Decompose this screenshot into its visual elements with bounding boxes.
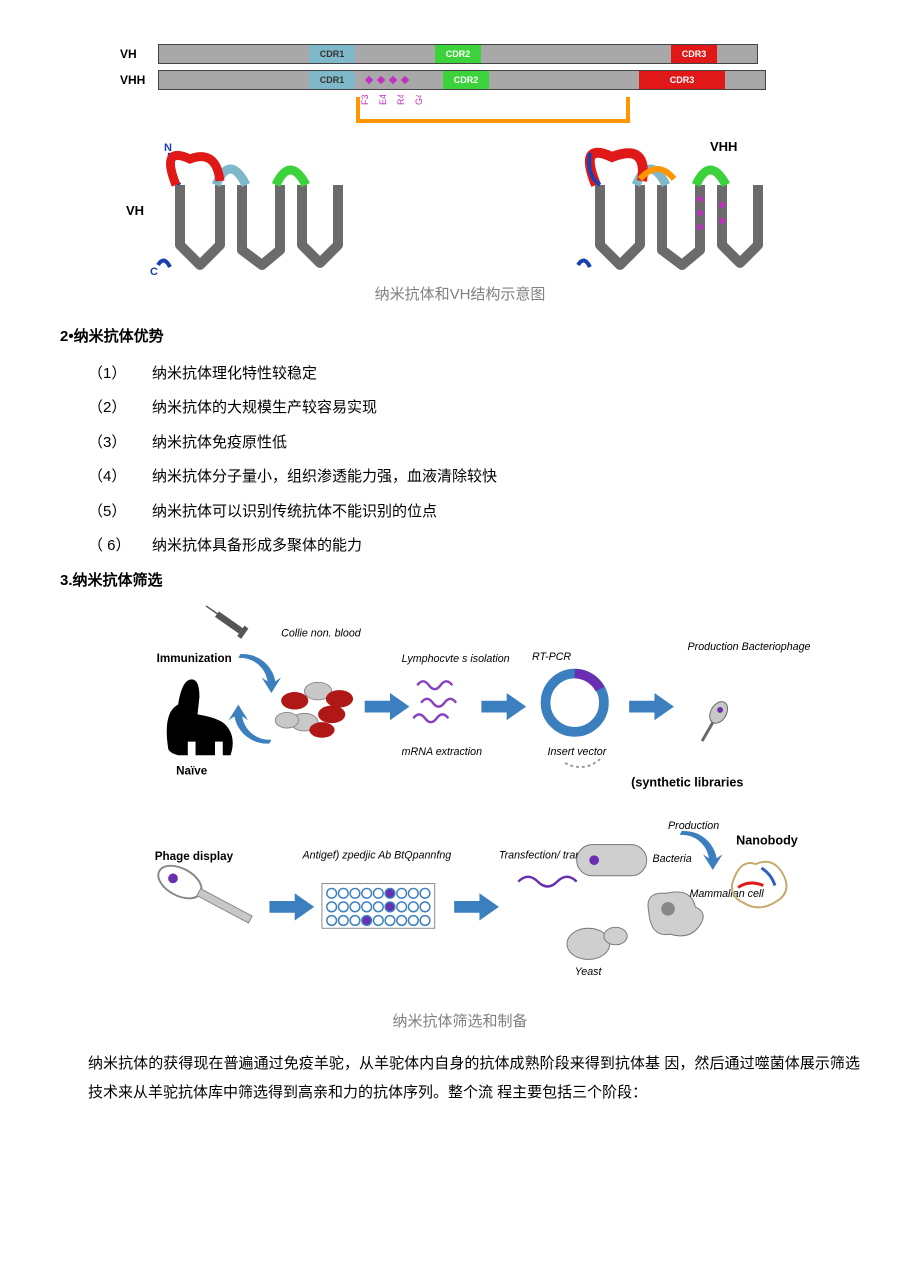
cdr-segment: CDR1: [309, 71, 355, 89]
diagram1-caption: 纳米抗体和VH结构示意图: [60, 281, 860, 310]
advantage-item: （3）纳米抗体免疫原性低: [88, 429, 860, 458]
cdr-segment: CDR1: [309, 45, 355, 63]
mutation-label: G47: [414, 95, 424, 105]
svg-text:Lymphocvte s isolation: Lymphocvte s isolation: [402, 653, 510, 665]
svg-text:Bacteria: Bacteria: [653, 853, 692, 865]
svg-text:Insert vector: Insert vector: [548, 746, 607, 758]
domain-row-label: VH: [120, 43, 158, 66]
cdr-segment: CDR2: [443, 71, 489, 89]
svg-text:Nanobody: Nanobody: [736, 834, 798, 848]
screening-workflow-diagram: Immunization Naïve Collie non. blood Lym…: [110, 603, 810, 1004]
svg-text:Phage display: Phage display: [155, 850, 234, 863]
svg-text:N: N: [164, 142, 172, 154]
svg-text:Mammalian cell: Mammalian cell: [689, 888, 764, 900]
cdr-segment: CDR2: [435, 45, 481, 63]
advantage-item: （1）纳米抗体理化特性较稳定: [88, 360, 860, 389]
mutation-label: R45: [396, 95, 406, 105]
diagram2-caption: 纳米抗体筛选和制备: [60, 1008, 860, 1037]
svg-text:RT-PCR: RT-PCR: [532, 651, 571, 663]
vhh-fold-label: VHH: [710, 139, 737, 154]
mutation-label: F37: [360, 95, 370, 105]
cdr-segment: CDR3: [671, 45, 717, 63]
svg-text:Antigef) zpedjic Ab BtQpannfng: Antigef) zpedjic Ab BtQpannfng: [302, 849, 452, 861]
svg-text:(synthetic libraries: (synthetic libraries: [631, 775, 743, 789]
vh-fold: N VH C: [120, 135, 380, 275]
screening-paragraph: 纳米抗体的获得现在普遍通过免疫羊驼，从羊驼体内自身的抗体成熟阶段来得到抗体基 因…: [88, 1050, 860, 1107]
svg-text:Production: Production: [668, 820, 719, 832]
vh-vhh-diagram: VH CDR1 CDR2 CDR3 VHH CDR1 CDR2 CDR3 F37 E44 R45 G…: [120, 43, 800, 275]
domain-row-label: VHH: [120, 69, 158, 92]
vh-fold-label: VH: [126, 203, 144, 218]
svg-text:mRNA extraction: mRNA extraction: [402, 746, 482, 758]
svg-text:C: C: [150, 266, 158, 275]
cdr-segment: CDR3: [639, 71, 725, 89]
svg-text:Collie non. blood: Collie non. blood: [281, 628, 362, 640]
svg-text:Production Bacteriophages: Production Bacteriophages: [688, 641, 810, 653]
advantage-item: （ 6）纳米抗体具备形成多聚体的能力: [88, 532, 860, 561]
svg-text:Naïve: Naïve: [176, 765, 208, 778]
domain-bar: CDR1 CDR2 CDR3: [158, 70, 766, 90]
vhh-fold: VHH: [540, 135, 800, 275]
advantage-item: （2）纳米抗体的大规模生产较容易实现: [88, 394, 860, 423]
mutation-label: E44: [378, 95, 388, 105]
heading-screening: 3.纳米抗体筛选: [60, 567, 860, 596]
advantage-item: （5）纳米抗体可以识别传统抗体不能识别的位点: [88, 498, 860, 527]
domain-bar: CDR1 CDR2 CDR3: [158, 44, 758, 64]
advantage-item: （4）纳米抗体分子量小，组织渗透能力强，血液清除较快: [88, 463, 860, 492]
heading-advantages: 2•纳米抗体优势: [60, 323, 860, 352]
svg-text:Immunization: Immunization: [157, 652, 232, 665]
svg-text:Yeast: Yeast: [575, 966, 603, 978]
